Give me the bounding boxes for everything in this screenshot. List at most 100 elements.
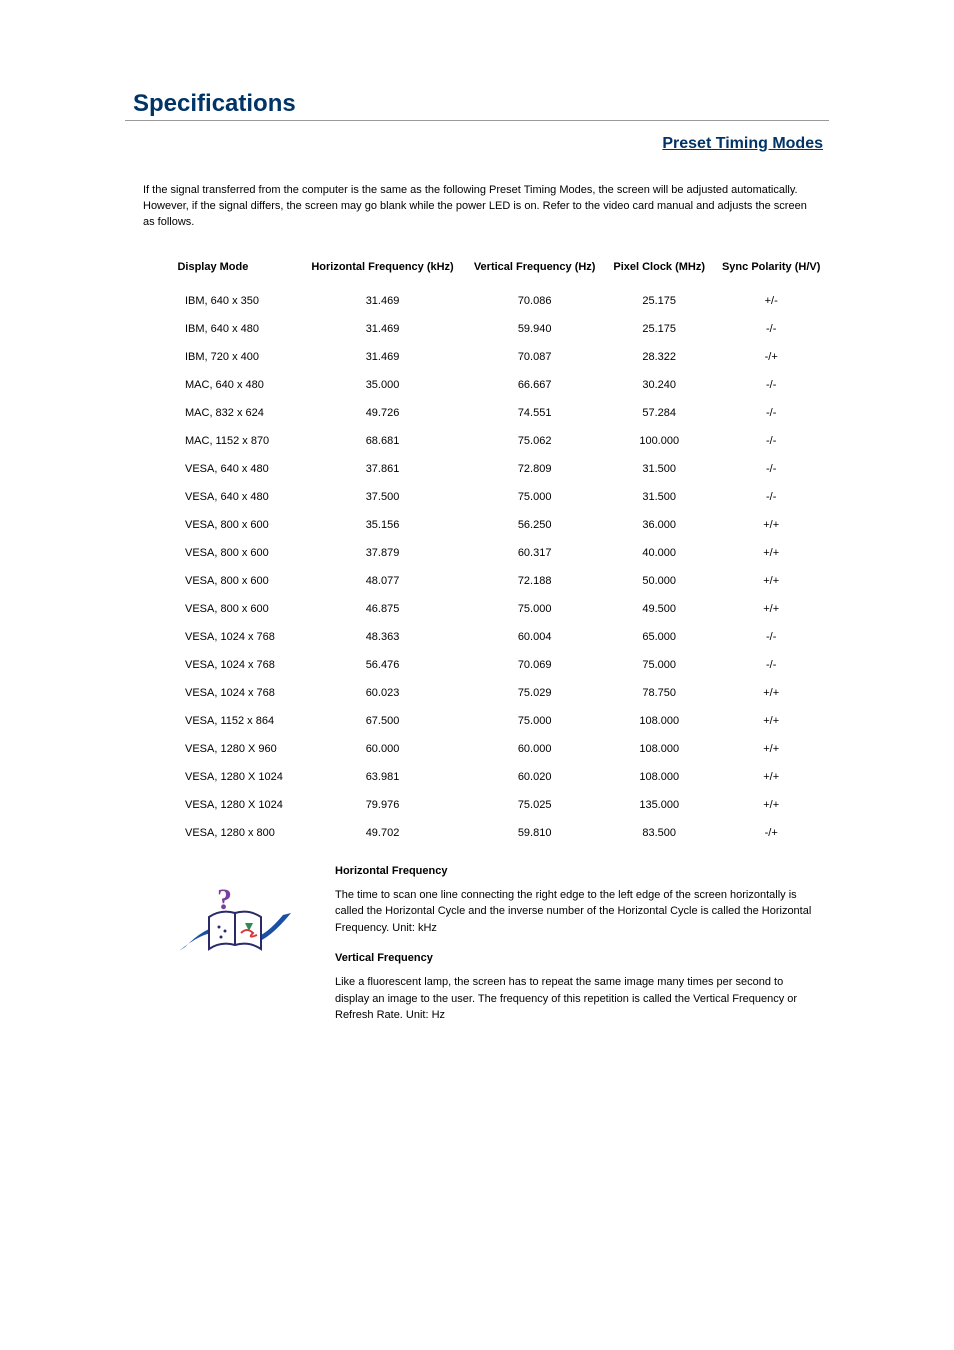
table-cell: 59.810 (464, 819, 605, 847)
table-cell: VESA, 1152 x 864 (125, 707, 301, 735)
page-title: Specifications (133, 90, 829, 118)
table-row: MAC, 832 x 62449.72674.55157.284-/- (125, 399, 829, 427)
table-cell: 75.000 (464, 707, 605, 735)
table-cell: VESA, 1280 X 1024 (125, 791, 301, 819)
col-horizontal-frequency: Horizontal Frequency (kHz) (301, 255, 464, 287)
table-cell: 60.000 (301, 735, 464, 763)
horizontal-frequency-title: Horizontal Frequency (335, 865, 819, 877)
table-cell: 37.500 (301, 483, 464, 511)
table-cell: 35.156 (301, 511, 464, 539)
table-row: IBM, 640 x 35031.46970.08625.175+/- (125, 287, 829, 315)
table-row: VESA, 640 x 48037.86172.80931.500-/- (125, 455, 829, 483)
table-cell: +/- (713, 287, 829, 315)
table-row: VESA, 800 x 60048.07772.18850.000+/+ (125, 567, 829, 595)
table-header-row: Display Mode Horizontal Frequency (kHz) … (125, 255, 829, 287)
table-cell: 28.322 (605, 343, 713, 371)
table-cell: 83.500 (605, 819, 713, 847)
table-row: VESA, 1024 x 76860.02375.02978.750+/+ (125, 679, 829, 707)
table-cell: -/- (713, 483, 829, 511)
table-cell: VESA, 1280 X 960 (125, 735, 301, 763)
table-cell: VESA, 1280 x 800 (125, 819, 301, 847)
table-row: IBM, 640 x 48031.46959.94025.175-/- (125, 315, 829, 343)
table-cell: 46.875 (301, 595, 464, 623)
table-cell: 79.976 (301, 791, 464, 819)
svg-text:?: ? (217, 883, 232, 916)
horizontal-frequency-body: The time to scan one line connecting the… (335, 887, 819, 937)
table-row: MAC, 640 x 48035.00066.66730.240-/- (125, 371, 829, 399)
table-cell: 135.000 (605, 791, 713, 819)
table-row: VESA, 1152 x 86467.50075.000108.000+/+ (125, 707, 829, 735)
table-row: VESA, 1280 x 80049.70259.81083.500-/+ (125, 819, 829, 847)
table-row: VESA, 1280 X 96060.00060.000108.000+/+ (125, 735, 829, 763)
table-cell: VESA, 800 x 600 (125, 595, 301, 623)
table-cell: MAC, 1152 x 870 (125, 427, 301, 455)
table-cell: -/- (713, 623, 829, 651)
table-cell: 49.702 (301, 819, 464, 847)
table-cell: 60.000 (464, 735, 605, 763)
table-cell: 50.000 (605, 567, 713, 595)
table-row: VESA, 640 x 48037.50075.00031.500-/- (125, 483, 829, 511)
table-row: VESA, 800 x 60046.87575.00049.500+/+ (125, 595, 829, 623)
table-cell: +/+ (713, 567, 829, 595)
table-cell: 60.004 (464, 623, 605, 651)
table-cell: VESA, 640 x 480 (125, 455, 301, 483)
table-cell: 68.681 (301, 427, 464, 455)
table-cell: 72.809 (464, 455, 605, 483)
table-cell: VESA, 1024 x 768 (125, 679, 301, 707)
table-cell: -/- (713, 651, 829, 679)
table-cell: VESA, 800 x 600 (125, 511, 301, 539)
table-cell: 49.726 (301, 399, 464, 427)
table-row: VESA, 1280 X 102463.98160.020108.000+/+ (125, 763, 829, 791)
table-cell: IBM, 640 x 350 (125, 287, 301, 315)
table-cell: -/- (713, 455, 829, 483)
timing-modes-table: Display Mode Horizontal Frequency (kHz) … (125, 255, 829, 847)
table-cell: 75.062 (464, 427, 605, 455)
table-cell: 108.000 (605, 735, 713, 763)
table-cell: 36.000 (605, 511, 713, 539)
table-cell: IBM, 720 x 400 (125, 343, 301, 371)
table-cell: 25.175 (605, 287, 713, 315)
table-cell: 57.284 (605, 399, 713, 427)
vertical-frequency-body: Like a fluorescent lamp, the screen has … (335, 974, 819, 1024)
table-cell: VESA, 800 x 600 (125, 539, 301, 567)
table-row: VESA, 1024 x 76856.47670.06975.000-/- (125, 651, 829, 679)
table-cell: 60.020 (464, 763, 605, 791)
table-cell: 48.363 (301, 623, 464, 651)
vertical-frequency-title: Vertical Frequency (335, 952, 819, 964)
table-cell: MAC, 640 x 480 (125, 371, 301, 399)
table-cell: +/+ (713, 735, 829, 763)
table-row: IBM, 720 x 40031.46970.08728.322-/+ (125, 343, 829, 371)
table-cell: 75.025 (464, 791, 605, 819)
table-cell: 35.000 (301, 371, 464, 399)
col-vertical-frequency: Vertical Frequency (Hz) (464, 255, 605, 287)
table-cell: 37.861 (301, 455, 464, 483)
table-cell: VESA, 640 x 480 (125, 483, 301, 511)
table-cell: 37.879 (301, 539, 464, 567)
col-pixel-clock: Pixel Clock (MHz) (605, 255, 713, 287)
table-cell: 56.476 (301, 651, 464, 679)
table-cell: 30.240 (605, 371, 713, 399)
table-cell: 40.000 (605, 539, 713, 567)
table-cell: +/+ (713, 595, 829, 623)
table-cell: 31.500 (605, 455, 713, 483)
table-row: VESA, 800 x 60035.15656.25036.000+/+ (125, 511, 829, 539)
col-sync-polarity: Sync Polarity (H/V) (713, 255, 829, 287)
table-cell: +/+ (713, 707, 829, 735)
table-cell: 56.250 (464, 511, 605, 539)
table-cell: 100.000 (605, 427, 713, 455)
table-cell: +/+ (713, 763, 829, 791)
definitions-text: Horizontal Frequency The time to scan on… (335, 859, 819, 1040)
table-cell: 67.500 (301, 707, 464, 735)
table-cell: VESA, 1280 X 1024 (125, 763, 301, 791)
table-cell: -/+ (713, 819, 829, 847)
table-cell: 70.069 (464, 651, 605, 679)
table-cell: 63.981 (301, 763, 464, 791)
table-cell: 31.469 (301, 343, 464, 371)
table-cell: 49.500 (605, 595, 713, 623)
table-cell: 66.667 (464, 371, 605, 399)
table-cell: 60.023 (301, 679, 464, 707)
table-cell: 31.469 (301, 315, 464, 343)
table-cell: -/- (713, 399, 829, 427)
table-cell: 74.551 (464, 399, 605, 427)
table-cell: VESA, 1024 x 768 (125, 651, 301, 679)
